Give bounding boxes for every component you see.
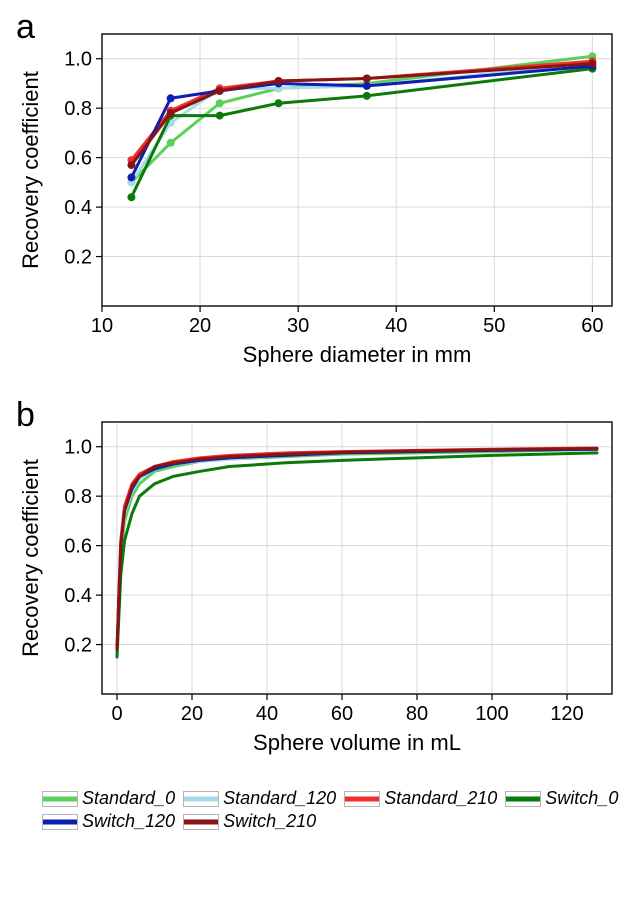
svg-text:40: 40 xyxy=(385,315,407,337)
svg-text:120: 120 xyxy=(550,703,583,725)
svg-text:10: 10 xyxy=(91,315,113,337)
panel-a: a 1020304050600.20.40.60.81.0Sphere diam… xyxy=(12,12,626,372)
svg-text:0.6: 0.6 xyxy=(64,148,92,170)
svg-text:0: 0 xyxy=(111,703,122,725)
legend-swatch xyxy=(344,791,380,807)
svg-text:0.4: 0.4 xyxy=(64,197,92,219)
legend-item: Switch_0 xyxy=(505,788,618,809)
svg-text:1.0: 1.0 xyxy=(64,437,92,459)
svg-text:60: 60 xyxy=(581,315,603,337)
legend-swatch xyxy=(42,791,78,807)
svg-text:Recovery coefficient: Recovery coefficient xyxy=(18,459,43,657)
svg-text:80: 80 xyxy=(406,703,428,725)
legend-label: Switch_0 xyxy=(545,788,618,809)
legend-swatch xyxy=(505,791,541,807)
svg-text:0.8: 0.8 xyxy=(64,98,92,120)
legend-item: Standard_0 xyxy=(42,788,175,809)
figure: a 1020304050600.20.40.60.81.0Sphere diam… xyxy=(12,12,626,832)
legend-label: Standard_120 xyxy=(223,788,336,809)
legend-label: Switch_120 xyxy=(82,811,175,832)
svg-text:0.6: 0.6 xyxy=(64,536,92,558)
legend-label: Standard_0 xyxy=(82,788,175,809)
legend-item: Standard_210 xyxy=(344,788,497,809)
svg-text:1.0: 1.0 xyxy=(64,49,92,71)
panel-b: b 0204060801001200.20.40.60.81.0Sphere v… xyxy=(12,400,626,760)
svg-text:30: 30 xyxy=(287,315,309,337)
svg-text:Recovery coefficient: Recovery coefficient xyxy=(18,71,43,269)
legend: Standard_0 Standard_120 Standard_210 Switch… xyxy=(12,788,626,832)
legend-label: Standard_210 xyxy=(384,788,497,809)
legend-swatch xyxy=(42,814,78,830)
svg-text:0.4: 0.4 xyxy=(64,585,92,607)
legend-item: Switch_210 xyxy=(183,811,316,832)
svg-text:Sphere diameter in mm: Sphere diameter in mm xyxy=(243,342,472,367)
legend-item: Switch_120 xyxy=(42,811,175,832)
legend-swatch xyxy=(183,814,219,830)
panel-b-label: b xyxy=(16,396,35,435)
svg-text:20: 20 xyxy=(189,315,211,337)
svg-text:60: 60 xyxy=(331,703,353,725)
svg-text:Sphere volume in mL: Sphere volume in mL xyxy=(253,730,461,755)
svg-text:0.2: 0.2 xyxy=(64,635,92,657)
legend-swatch xyxy=(183,791,219,807)
svg-text:40: 40 xyxy=(256,703,278,725)
chart-a-svg: 10 20 30 40 50 60 0.2 0.4 0.6 0.8 1.0 Sphere diamet… xyxy=(12,12,626,372)
legend-item: Standard_120 xyxy=(183,788,336,809)
svg-text:0.2: 0.2 xyxy=(64,247,92,269)
svg-text:50: 50 xyxy=(483,315,505,337)
svg-text:20: 20 xyxy=(181,703,203,725)
legend-label: Switch_210 xyxy=(223,811,316,832)
chart-b-svg: 0 20 40 60 80 100 120 0.2 0.4 0.6 0.8 1.0 Sphere vol… xyxy=(12,400,626,760)
panel-a-label: a xyxy=(16,8,35,47)
svg-text:100: 100 xyxy=(475,703,508,725)
svg-text:0.8: 0.8 xyxy=(64,486,92,508)
